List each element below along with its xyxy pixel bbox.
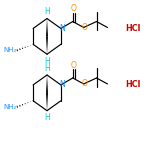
Text: H: H xyxy=(44,113,50,122)
Text: H: H xyxy=(44,7,50,16)
Polygon shape xyxy=(46,75,48,93)
Text: H: H xyxy=(44,64,50,73)
Text: N: N xyxy=(59,24,65,33)
Text: NH₂: NH₂ xyxy=(3,47,16,53)
Text: O: O xyxy=(71,4,77,13)
Text: NH₂: NH₂ xyxy=(3,104,16,110)
Text: HCl: HCl xyxy=(126,24,141,33)
Text: H: H xyxy=(44,57,50,66)
Text: N: N xyxy=(59,80,65,89)
Text: HCl: HCl xyxy=(126,80,141,89)
Text: O: O xyxy=(82,23,88,32)
Polygon shape xyxy=(46,19,48,36)
Polygon shape xyxy=(46,93,48,111)
Polygon shape xyxy=(46,36,48,54)
Text: O: O xyxy=(82,79,88,88)
Text: O: O xyxy=(71,61,77,70)
